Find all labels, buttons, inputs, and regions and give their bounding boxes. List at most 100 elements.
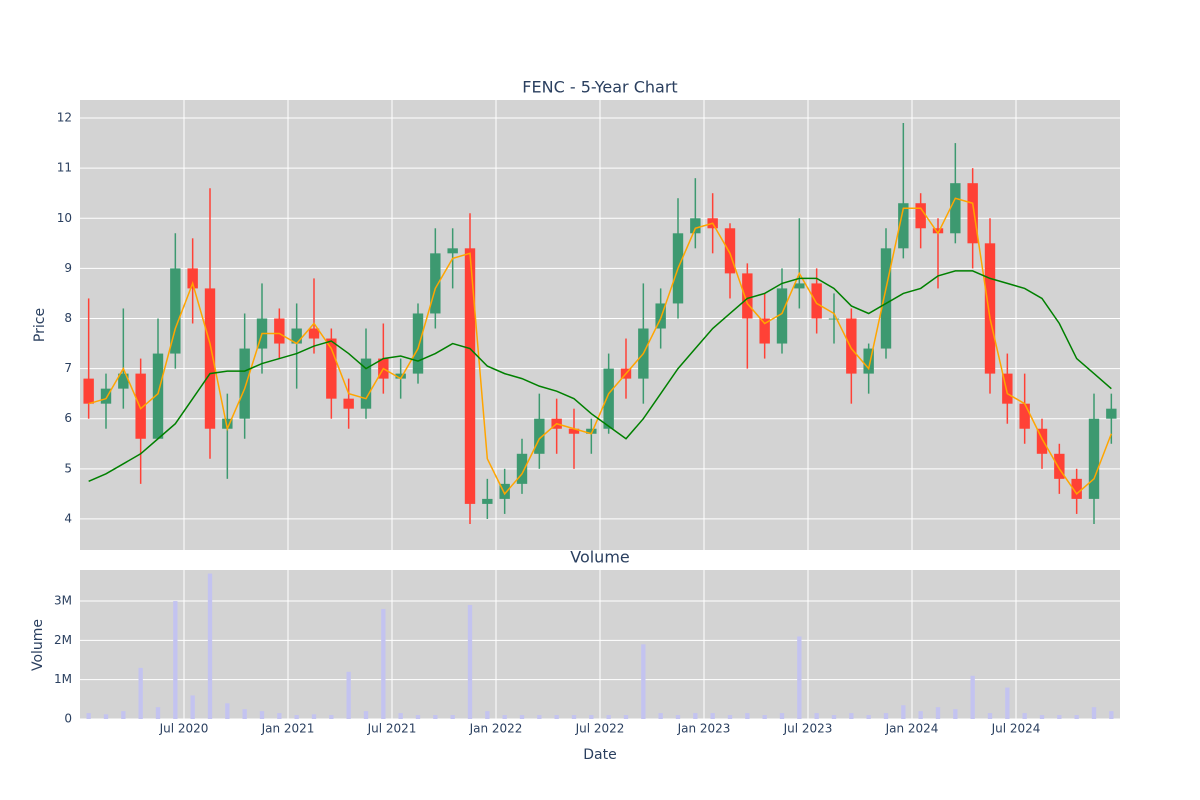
candle-body — [984, 243, 996, 374]
volume-bar — [485, 711, 490, 719]
candle-body — [586, 428, 597, 434]
y-tick-label: 10 — [57, 211, 72, 225]
volume-bar — [433, 715, 438, 719]
volume-bar — [901, 705, 906, 719]
volume-bar — [831, 715, 837, 719]
candle-body — [482, 498, 493, 504]
volume-bar — [935, 707, 941, 719]
volume-bar — [623, 715, 629, 719]
volume-bar — [1074, 715, 1079, 719]
volume-bar — [883, 713, 889, 719]
candle-body — [863, 348, 874, 374]
y-tick-label: 12 — [57, 111, 72, 125]
candle-body — [395, 373, 406, 379]
volume-bar — [849, 713, 854, 719]
volume-bar — [1057, 715, 1062, 719]
volume-bar — [259, 711, 265, 719]
candle-body — [274, 318, 285, 344]
candle-body — [742, 273, 753, 319]
volume-bar — [173, 601, 178, 719]
candle-body — [360, 358, 372, 409]
candle-body — [447, 248, 458, 254]
volume-bar — [1005, 687, 1010, 719]
volume-bar — [225, 703, 230, 719]
volume-bar — [797, 636, 802, 719]
candle-body — [1071, 478, 1082, 499]
volume-bar — [693, 713, 698, 719]
volume-bar — [103, 714, 109, 719]
candle-body — [464, 248, 476, 504]
y-tick-label: 9 — [64, 261, 72, 275]
y-tick-label: 3M — [54, 594, 72, 608]
moving-average — [88, 197, 1113, 496]
candle-body — [915, 203, 926, 229]
candle-body — [204, 288, 216, 429]
volume-bar — [277, 713, 282, 719]
candle-body — [308, 328, 320, 339]
candle-body — [516, 453, 528, 484]
candle-body — [846, 318, 857, 374]
candle-body — [187, 268, 198, 289]
y-axis-title: Price — [32, 308, 48, 342]
volume-bar — [554, 715, 559, 719]
y-axis-title: Volume — [30, 619, 46, 671]
volume-bar — [155, 707, 161, 719]
volume-bar — [1022, 713, 1027, 719]
y-tick-label: 2M — [54, 633, 72, 647]
volume-bar — [398, 713, 403, 719]
volume-bar — [710, 713, 715, 719]
candle-body — [291, 328, 302, 344]
volume-bar — [502, 715, 507, 719]
volume-bar — [675, 715, 681, 719]
volume-bar — [381, 608, 386, 719]
candle-body — [690, 218, 701, 234]
candle-body — [1088, 418, 1100, 499]
candle-body — [724, 228, 736, 274]
volume-bar — [745, 713, 750, 719]
y-tick-label: 6 — [64, 411, 72, 425]
volume-bar — [571, 715, 577, 719]
candle-body — [568, 428, 580, 434]
volume-bar — [329, 715, 334, 719]
volume-bar — [970, 675, 975, 719]
y-tick-label: 4 — [64, 511, 72, 525]
candle-body — [239, 348, 250, 419]
volume-bar — [311, 714, 317, 719]
candle-body — [170, 268, 181, 354]
candle-body — [1002, 373, 1013, 404]
moving-average — [88, 270, 1112, 483]
y-tick-label: 8 — [64, 311, 72, 325]
x-tick-label: Jul 2024 — [991, 722, 1041, 736]
volume-bar — [1091, 707, 1097, 719]
candle-body — [430, 253, 441, 314]
volume-bar — [242, 709, 247, 719]
candle-body — [326, 338, 337, 399]
volume-bar — [918, 711, 923, 719]
candle-body — [1106, 408, 1117, 419]
candle-body — [932, 228, 944, 234]
volume-bar — [762, 715, 767, 719]
candle-body — [499, 483, 510, 499]
volume-bar — [987, 713, 993, 719]
candle-body — [950, 183, 961, 234]
candle-body — [412, 313, 424, 374]
candle-body — [794, 283, 805, 289]
volume-bar — [346, 671, 351, 719]
volume-bar — [121, 711, 126, 719]
candle-body — [1054, 453, 1065, 479]
candle-body — [880, 248, 892, 349]
volume-bar — [415, 715, 421, 719]
candle-body — [100, 388, 112, 404]
candle-body — [811, 283, 822, 319]
x-tick-label: Jan 2023 — [677, 722, 731, 736]
candle-body — [118, 373, 129, 389]
volume-bar — [1039, 715, 1045, 719]
volume-bar — [727, 715, 733, 719]
candle-body — [534, 418, 545, 454]
candle-body — [655, 303, 666, 329]
volume-bar — [814, 713, 819, 719]
volume-bar — [207, 573, 213, 719]
volume-bar — [658, 713, 663, 719]
